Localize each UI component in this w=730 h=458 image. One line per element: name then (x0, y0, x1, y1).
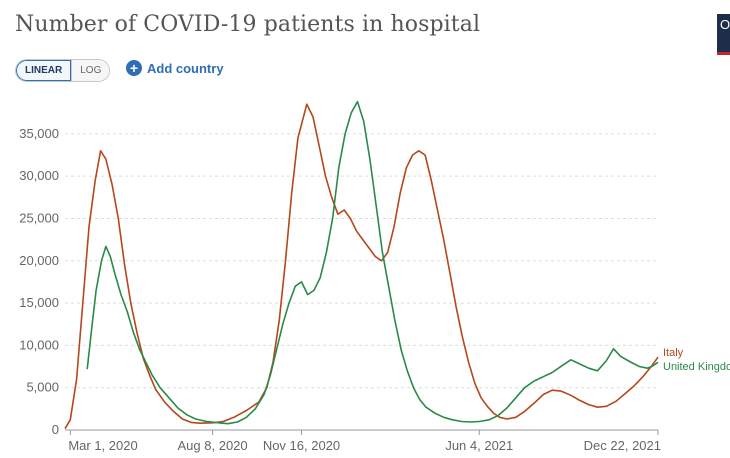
add-country-label: Add country (147, 60, 224, 76)
scale-toggle: LINEAR LOG (15, 59, 111, 82)
series-lines (64, 100, 659, 430)
x-tick-label: Dec 22, 2021 (584, 438, 661, 453)
axes: 0 5,000 10,000 15,000 20,000 25,000 30,000 35,0… (19, 126, 661, 453)
series-line-united-kingdom[interactable] (86, 100, 659, 425)
x-tick-label: Mar 1, 2020 (68, 438, 137, 453)
y-tick-label: 35,000 (19, 126, 59, 141)
x-tick-label: Jun 4, 2021 (445, 438, 513, 453)
gridlines (65, 133, 658, 389)
y-tick-label: 5,000 (26, 380, 59, 395)
x-tick-label: Nov 16, 2020 (263, 438, 340, 453)
linear-scale-button[interactable]: LINEAR (16, 60, 72, 81)
y-tick-label: 0 (52, 422, 59, 437)
y-tick-label: 10,000 (19, 337, 59, 352)
series-end-label[interactable]: Italy (663, 347, 684, 359)
series-labels: Italy United Kingdom (663, 347, 730, 373)
y-tick-label: 20,000 (19, 253, 59, 268)
page-title: Number of COVID-19 patients in hospital (15, 12, 481, 37)
x-tick-label: Aug 8, 2020 (178, 438, 248, 453)
y-tick-label: 30,000 (19, 168, 59, 183)
plus-circle-icon: + (126, 60, 142, 76)
site-logo[interactable]: O (717, 14, 730, 55)
series-end-label[interactable]: United Kingdom (663, 361, 730, 373)
y-tick-label: 25,000 (19, 210, 59, 225)
series-line-italy[interactable] (64, 103, 659, 430)
y-tick-label: 15,000 (19, 295, 59, 310)
log-scale-button[interactable]: LOG (71, 60, 110, 81)
add-country-button[interactable]: + Add country (126, 60, 224, 76)
